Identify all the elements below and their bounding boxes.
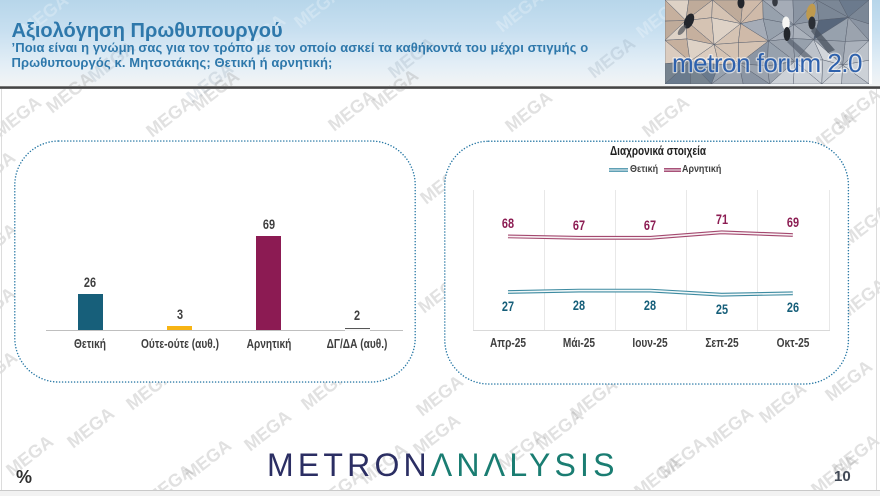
svg-text:metron forum 2.0: metron forum 2.0 — [672, 48, 862, 78]
svg-text:metron forum 2.0: metron forum 2.0 — [672, 48, 862, 78]
